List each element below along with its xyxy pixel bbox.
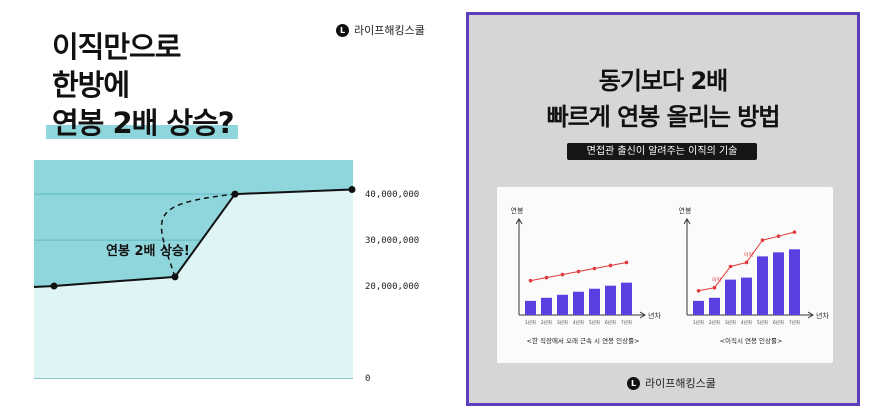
mini-line-point [728,264,733,269]
chart-data-point [348,186,356,193]
chart-ytick-label: 20,000,000 [365,282,419,292]
chart-ytick-label: 40,000,000 [365,190,419,200]
mini-bar [589,288,600,315]
mini-ylabel: 연봉 [679,207,692,215]
right-subtitle: 면접관 출신이 알려주는 이직의 기술 [567,143,757,160]
brand: L 라이프해킹스쿨 [336,22,425,38]
right-brand: L 라이프해킹스쿨 [627,375,716,391]
mini-ylabel: 연봉 [511,207,524,215]
mini-line-point [760,238,765,243]
chart-data-point [231,190,239,198]
mini-annotation: 이직 [712,277,721,284]
mini-xlabel: 년차 [648,311,661,320]
salary-line-chart: 40,000,000 30,000,000 20,000,000 0 연봉 2배 상승… [33,160,419,384]
mini-xtick-label: 6년차 [605,319,617,326]
mini-caption: <이직시 연봉 인상률> [720,336,783,345]
mini-bar [605,285,616,315]
mini-bar [741,277,752,315]
mini-y-arrow-icon [683,218,691,225]
headline: 이직만으로 한방에 연봉 2배 상승? [46,28,238,142]
mini-bar [725,279,736,315]
chart-area-fill [34,189,353,378]
chart-data-point [50,282,58,290]
mini-line-point [776,234,781,238]
mini-line-point [608,263,613,268]
mini-line-point [792,230,797,234]
mini-xtick-label: 1년차 [693,319,705,326]
mini-annotation: 이직 [744,251,753,258]
left-panel: L 라이프해킹스쿨 이직만으로 한방에 연봉 2배 상승? 40,000,000… [33,22,425,384]
right-title-line-2: 빠르게 연봉 올리는 방법 [546,103,781,131]
mini-xtick-label: 5년차 [757,319,769,326]
mini-xtick-label: 5년차 [589,319,601,326]
mini-line-point [744,260,749,265]
mini-caption: <한 직장에서 오래 근속 시 연봉 인상률> [527,336,640,345]
mini-line-point [560,272,565,277]
mini-xtick-label: 1년차 [525,319,537,326]
mini-bar [525,300,536,315]
chart-ytick-label: 30,000,000 [365,236,419,246]
mini-bar [621,282,632,315]
headline-line-2: 한방에 [52,68,130,102]
mini-line-point [712,285,717,290]
chart-dashed-arc [160,193,236,278]
headline-line-3: 연봉 2배 상승? [46,106,238,140]
chart-annotation: 연봉 2배 상승! [106,243,190,259]
right-title-line-1: 동기보다 2배 [598,67,728,95]
mini-x-arrow-icon [639,311,646,319]
mini-xtick-label: 4년차 [573,319,585,326]
mini-xtick-label: 3년차 [725,319,737,326]
brand-logo-icon: L [336,23,349,37]
mini-xtick-label: 2년차 [541,319,553,326]
mini-bar [709,297,720,315]
mini-line-point [576,269,581,274]
right-panel: 동기보다 2배 빠르게 연봉 올리는 방법 면접관 출신이 알려주는 이직의 기… [466,12,860,406]
mini-xlabel: 년차 [816,311,829,320]
mini-xtick-label: 7년차 [621,319,633,326]
mini-bar [541,297,552,315]
mini-x-arrow-icon [807,311,814,319]
mini-bar [773,252,784,315]
mini-xtick-label: 4년차 [741,319,753,326]
mini-line-point [624,260,629,265]
brand-name: 라이프해킹스쿨 [354,24,425,37]
mini-bar [757,256,768,315]
mini-line-point [592,266,597,271]
chart-data-point [171,273,179,281]
mini-bar [789,249,800,315]
mini-bar [573,291,584,315]
right-brand-name: 라이프해킹스쿨 [645,377,716,390]
mini-xtick-label: 3년차 [557,319,569,326]
mini-line-point [544,275,549,280]
mini-line-point [528,278,533,283]
mini-line-point [696,288,701,293]
mini-bar [557,294,568,315]
mini-bar [693,300,704,315]
mini-xtick-label: 6년차 [773,319,785,326]
mini-y-arrow-icon [515,218,523,225]
mini-xtick-label: 7년차 [789,319,801,326]
chart-ytick-label: 0 [365,374,370,384]
headline-line-1: 이직만으로 [52,30,181,64]
right-brand-logo-icon: L [627,376,640,390]
mini-xtick-label: 2년차 [709,319,721,326]
